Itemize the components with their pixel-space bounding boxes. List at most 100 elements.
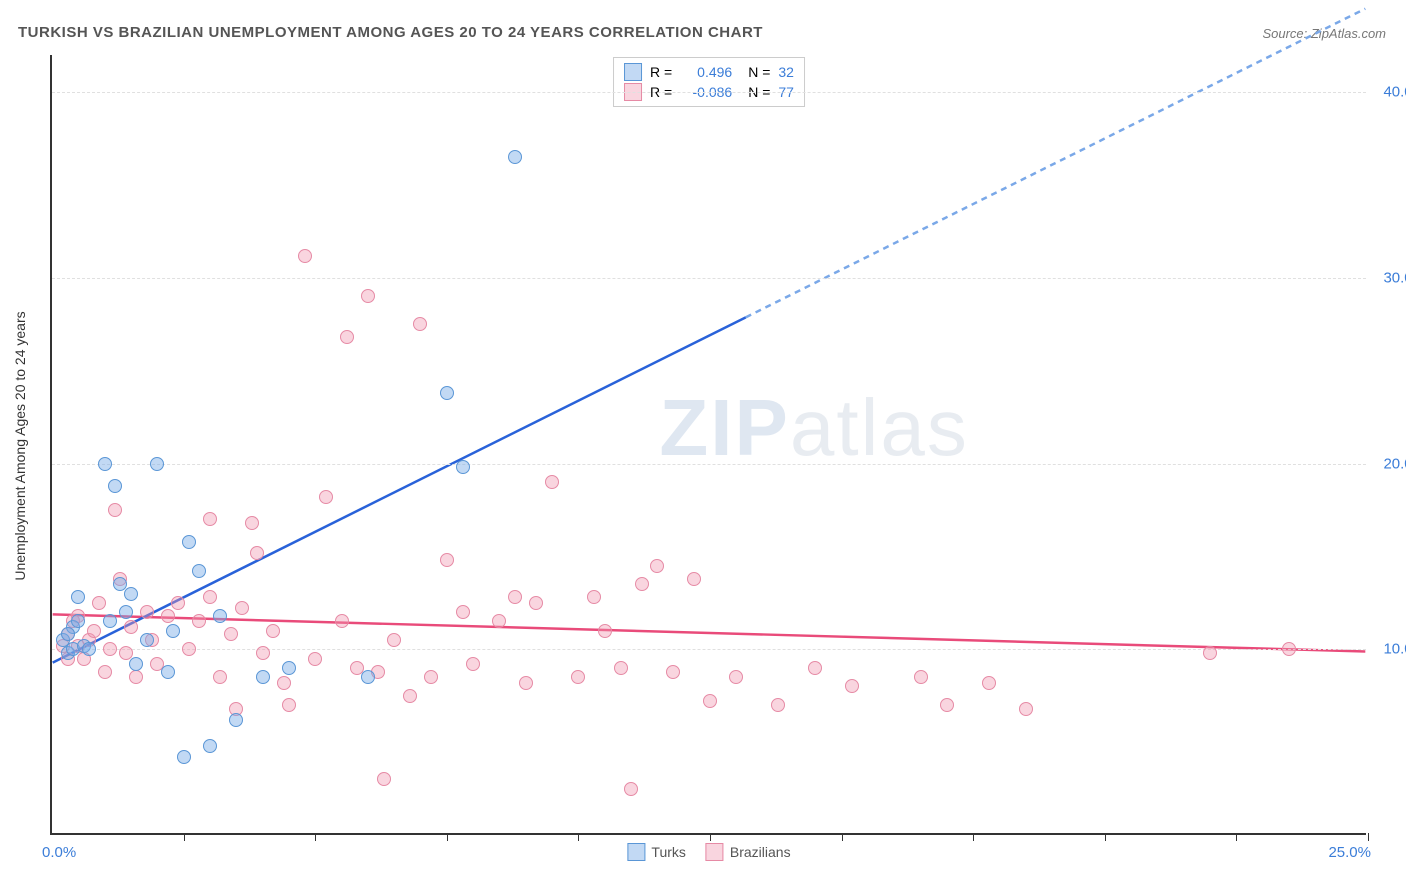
brazilians-point bbox=[192, 614, 206, 628]
brazilians-point bbox=[298, 249, 312, 263]
turks-point bbox=[508, 150, 522, 164]
legend-row-turks: R = 0.496 N = 32 bbox=[624, 62, 794, 82]
chart-title: TURKISH VS BRAZILIAN UNEMPLOYMENT AMONG … bbox=[18, 24, 763, 41]
x-tick bbox=[973, 833, 974, 841]
turks-point bbox=[213, 609, 227, 623]
brazilians-point bbox=[308, 652, 322, 666]
turks-point bbox=[103, 614, 117, 628]
brazilians-point bbox=[771, 698, 785, 712]
turks-point bbox=[71, 590, 85, 604]
turks-point bbox=[256, 670, 270, 684]
brazilians-point bbox=[340, 330, 354, 344]
x-tick bbox=[447, 833, 448, 841]
turks-point bbox=[129, 657, 143, 671]
brazilians-point bbox=[213, 670, 227, 684]
brazilians-point bbox=[256, 646, 270, 660]
y-tick-label: 10.0% bbox=[1383, 641, 1406, 658]
y-tick-label: 40.0% bbox=[1383, 84, 1406, 101]
swatch-turks bbox=[624, 63, 642, 81]
brazilians-point bbox=[587, 590, 601, 604]
brazilians-point bbox=[424, 670, 438, 684]
brazilians-point bbox=[440, 553, 454, 567]
plot-area: ZIPatlas R = 0.496 N = 32 R = -0.086 N =… bbox=[50, 55, 1366, 835]
brazilians-point bbox=[598, 624, 612, 638]
brazilians-point bbox=[92, 596, 106, 610]
brazilians-point bbox=[650, 559, 664, 573]
brazilians-point bbox=[545, 475, 559, 489]
x-axis-min-label: 0.0% bbox=[42, 844, 76, 861]
brazilians-point bbox=[666, 665, 680, 679]
brazilians-point bbox=[529, 596, 543, 610]
correlation-legend: R = 0.496 N = 32 R = -0.086 N = 77 bbox=[613, 57, 805, 107]
brazilians-point bbox=[687, 572, 701, 586]
y-tick-label: 20.0% bbox=[1383, 455, 1406, 472]
brazilians-point bbox=[182, 642, 196, 656]
turks-point bbox=[456, 460, 470, 474]
brazilians-point bbox=[250, 546, 264, 560]
brazilians-point bbox=[335, 614, 349, 628]
turks-point bbox=[229, 713, 243, 727]
brazilians-point bbox=[277, 676, 291, 690]
n-value-turks: 32 bbox=[778, 64, 794, 80]
turks-point bbox=[124, 587, 138, 601]
brazilians-point bbox=[235, 601, 249, 615]
brazilians-point bbox=[119, 646, 133, 660]
brazilians-point bbox=[703, 694, 717, 708]
turks-point bbox=[440, 386, 454, 400]
brazilians-point bbox=[129, 670, 143, 684]
brazilians-point bbox=[361, 289, 375, 303]
brazilians-point bbox=[635, 577, 649, 591]
brazilians-point bbox=[124, 620, 138, 634]
brazilians-point bbox=[808, 661, 822, 675]
brazilians-point bbox=[624, 782, 638, 796]
r-label: R = bbox=[650, 64, 672, 80]
brazilians-point bbox=[403, 689, 417, 703]
legend-label-turks: Turks bbox=[651, 844, 685, 860]
brazilians-point bbox=[387, 633, 401, 647]
brazilians-point bbox=[171, 596, 185, 610]
n-label: N = bbox=[748, 64, 770, 80]
brazilians-point bbox=[940, 698, 954, 712]
brazilians-point bbox=[1019, 702, 1033, 716]
brazilians-point bbox=[982, 676, 996, 690]
brazilians-point bbox=[614, 661, 628, 675]
brazilians-point bbox=[140, 605, 154, 619]
brazilians-point bbox=[282, 698, 296, 712]
turks-point bbox=[182, 535, 196, 549]
legend-label-brazilians: Brazilians bbox=[730, 844, 791, 860]
brazilians-point bbox=[519, 676, 533, 690]
x-tick bbox=[1368, 833, 1369, 841]
gridline bbox=[52, 92, 1366, 93]
brazilians-point bbox=[203, 512, 217, 526]
x-tick bbox=[1105, 833, 1106, 841]
brazilians-point bbox=[108, 503, 122, 517]
brazilians-point bbox=[466, 657, 480, 671]
brazilians-point bbox=[914, 670, 928, 684]
brazilians-point bbox=[1282, 642, 1296, 656]
trend-lines bbox=[52, 55, 1366, 833]
brazilians-point bbox=[508, 590, 522, 604]
swatch-turks bbox=[627, 843, 645, 861]
x-tick bbox=[710, 833, 711, 841]
turks-point bbox=[166, 624, 180, 638]
source-label: Source: ZipAtlas.com bbox=[1262, 26, 1386, 41]
gridline bbox=[52, 278, 1366, 279]
x-tick bbox=[315, 833, 316, 841]
brazilians-point bbox=[413, 317, 427, 331]
turks-point bbox=[282, 661, 296, 675]
turks-point bbox=[203, 739, 217, 753]
turks-point bbox=[82, 642, 96, 656]
brazilians-point bbox=[98, 665, 112, 679]
brazilians-point bbox=[845, 679, 859, 693]
brazilians-point bbox=[571, 670, 585, 684]
brazilians-point bbox=[161, 609, 175, 623]
brazilians-point bbox=[492, 614, 506, 628]
turks-point bbox=[140, 633, 154, 647]
x-tick bbox=[578, 833, 579, 841]
brazilians-point bbox=[103, 642, 117, 656]
gridline bbox=[52, 649, 1366, 650]
turks-point bbox=[150, 457, 164, 471]
x-axis-max-label: 25.0% bbox=[1328, 844, 1371, 861]
legend-item-turks: Turks bbox=[627, 843, 685, 861]
brazilians-point bbox=[266, 624, 280, 638]
